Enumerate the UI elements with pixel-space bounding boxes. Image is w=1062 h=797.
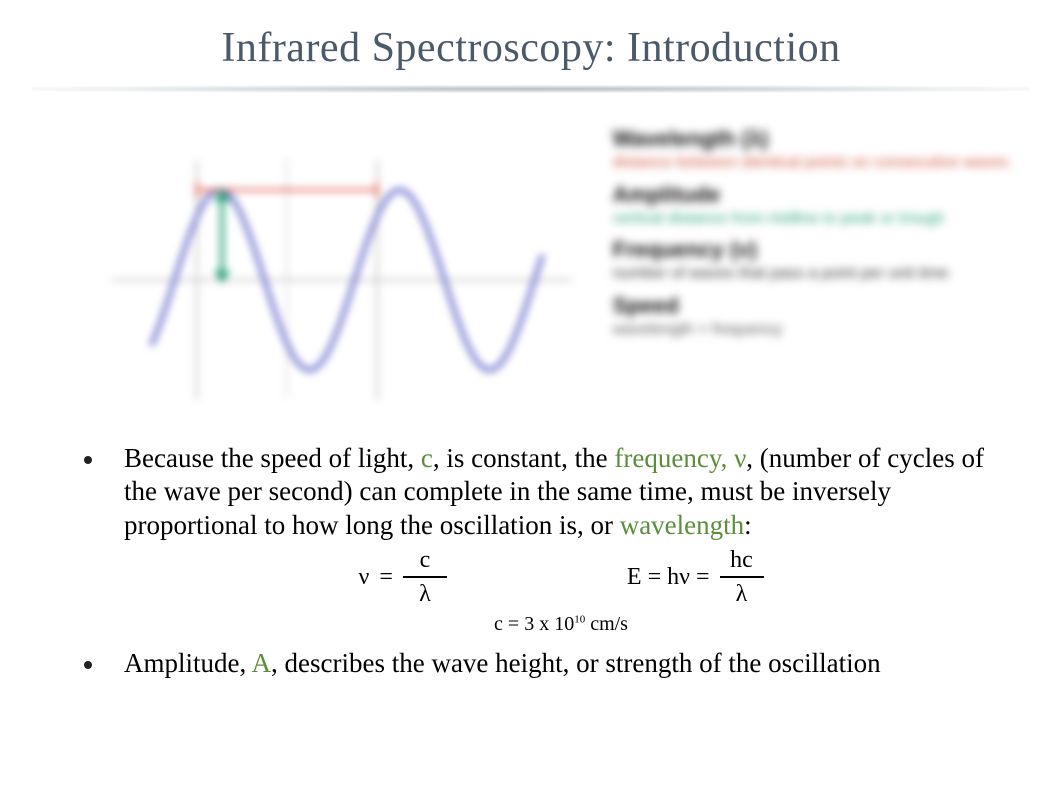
fraction-hc-over-lambda: hc λ bbox=[720, 548, 764, 606]
highlight-c: c bbox=[421, 443, 433, 473]
bullet-amplitude: Amplitude, A, describes the wave height,… bbox=[84, 647, 998, 680]
highlight-frequency: frequency, ν bbox=[614, 443, 746, 473]
equation-row: ν = c λ E = hν = hc λ bbox=[124, 548, 998, 606]
page-title: Infrared Spectroscopy: Introduction bbox=[32, 24, 1030, 72]
text: Because the speed of light, bbox=[124, 443, 421, 473]
def-amplitude-title: Amplitude bbox=[613, 182, 1020, 208]
def-speed-title: Speed bbox=[613, 293, 1020, 319]
text: , describes the wave height, or strength… bbox=[271, 648, 881, 678]
fraction-c-over-lambda: c λ bbox=[403, 548, 447, 606]
highlight-wavelength: wavelength bbox=[620, 510, 744, 540]
equation-speed-of-light: c = 3 x 1010 cm/s bbox=[124, 612, 998, 637]
symbol-E: E = hν = bbox=[627, 563, 710, 593]
def-wavelength-title: Wavelength (λ) bbox=[613, 126, 1020, 152]
def-amplitude-desc: vertical distance from midline to peak o… bbox=[613, 210, 1020, 228]
wave-plot bbox=[72, 110, 589, 410]
equation-energy: E = hν = hc λ bbox=[627, 548, 764, 606]
text: c = 3 x 10 bbox=[494, 613, 574, 635]
highlight-A: A bbox=[252, 648, 272, 678]
symbol-eq: = bbox=[379, 563, 393, 593]
text: cm/s bbox=[585, 613, 628, 635]
numerator: hc bbox=[724, 548, 759, 576]
denominator: λ bbox=[730, 578, 754, 606]
title-divider bbox=[32, 82, 1030, 96]
text: : bbox=[744, 510, 752, 540]
def-frequency-title: Frequency (ν) bbox=[613, 237, 1020, 263]
def-wavelength-desc: distance between identical points on con… bbox=[613, 154, 1020, 172]
denominator: λ bbox=[413, 578, 437, 606]
numerator: c bbox=[414, 548, 437, 576]
equation-nu: ν = c λ bbox=[359, 548, 447, 606]
bullet-frequency-wavelength: Because the speed of light, c, is consta… bbox=[84, 442, 998, 637]
wave-diagram-region: Wavelength (λ) distance between identica… bbox=[72, 110, 1020, 430]
def-speed-desc: wavelength × frequency bbox=[613, 321, 1020, 339]
text: , is constant, the bbox=[433, 443, 614, 473]
exponent: 10 bbox=[574, 614, 585, 626]
text: Amplitude, bbox=[124, 648, 252, 678]
symbol-nu: ν bbox=[359, 563, 370, 593]
wave-definitions: Wavelength (λ) distance between identica… bbox=[613, 110, 1020, 430]
def-frequency-desc: number of waves that pass a point per un… bbox=[613, 265, 1020, 283]
